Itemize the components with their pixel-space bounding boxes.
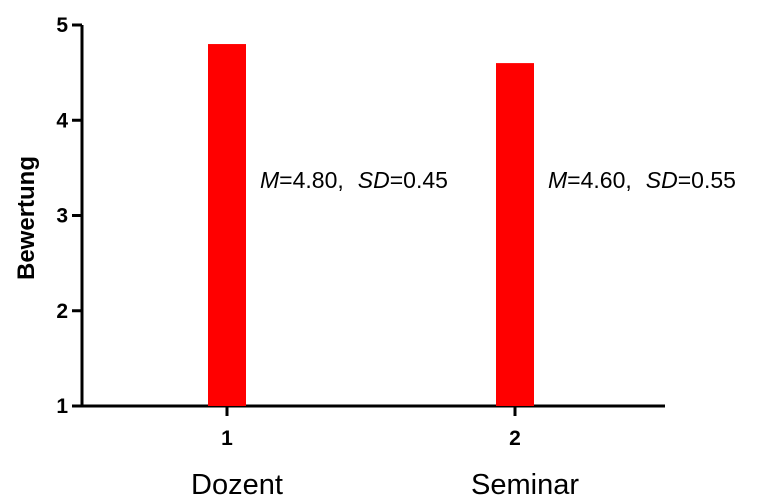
x-tick-label: 1 (221, 427, 233, 450)
y-axis-ticks: 1 2 3 4 5 (56, 14, 82, 418)
y-tick-label: 2 (56, 300, 68, 323)
annotation-dozent-m-value: =4.80, (279, 167, 344, 193)
bar-seminar (496, 63, 534, 406)
x-axis-ticks: 1 Dozent 2 Seminar (191, 406, 579, 501)
annotation-dozent: M=4.80, SD=0.45 (260, 167, 448, 193)
category-label-dozent: Dozent (191, 469, 283, 501)
annotation-seminar-sd-label: SD (646, 167, 678, 193)
y-axis-label: Bewertung (13, 156, 40, 280)
bars (208, 44, 534, 407)
bar-dozent (208, 44, 246, 407)
y-tick-label: 5 (56, 14, 68, 37)
annotation-seminar: M=4.60, SD=0.55 (548, 167, 736, 193)
y-tick-label: 4 (56, 109, 68, 132)
annotation-seminar-sd-value: =0.55 (678, 167, 736, 193)
x-tick-label: 2 (509, 427, 521, 450)
annotation-dozent-sd-value: =0.45 (390, 167, 448, 193)
y-tick-label: 1 (56, 395, 68, 418)
annotation-seminar-m-value: =4.60, (567, 167, 632, 193)
annotation-seminar-m-label: M (548, 167, 568, 193)
category-label-seminar: Seminar (471, 469, 579, 501)
annotation-dozent-m-label: M (260, 167, 280, 193)
annotation-dozent-sd-label: SD (358, 167, 390, 193)
y-tick-label: 3 (56, 205, 68, 228)
